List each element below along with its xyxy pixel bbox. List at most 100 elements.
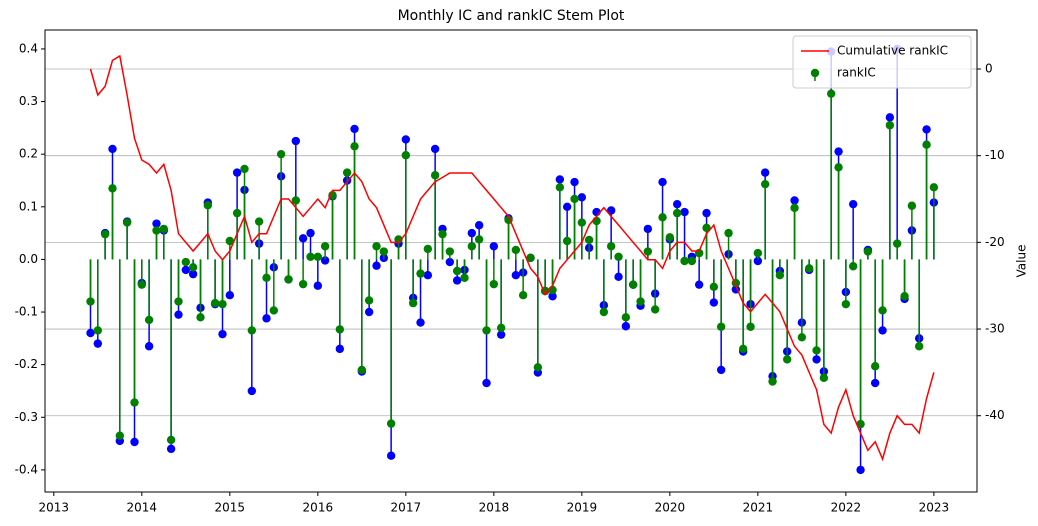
- stem-marker: [438, 229, 447, 239]
- y-tick-label: -0.3: [15, 410, 38, 424]
- stem-marker: [335, 344, 345, 354]
- stem-marker: [166, 444, 176, 454]
- stem-marker: [929, 183, 939, 192]
- y-tick-label: 0.1: [19, 199, 38, 213]
- stem-marker: [320, 242, 330, 251]
- stem-marker: [276, 149, 286, 159]
- stem-marker: [482, 326, 491, 335]
- stem-marker: [702, 223, 711, 233]
- stem-marker: [555, 183, 565, 192]
- stem-marker: [313, 281, 323, 290]
- x-tick-label: 2015: [215, 501, 246, 515]
- stem-marker: [584, 235, 594, 245]
- stem-marker: [306, 228, 315, 238]
- stem-marker: [658, 177, 667, 187]
- y-tick-label: -0.2: [15, 357, 38, 371]
- stem-marker: [467, 242, 477, 251]
- stem-marker: [423, 271, 433, 280]
- stem-marker: [460, 273, 469, 283]
- stem-marker: [496, 330, 506, 339]
- stem-marker: [782, 355, 792, 364]
- legend-label: rankIC: [837, 66, 876, 80]
- stem-marker: [709, 282, 719, 291]
- stem-marker: [738, 344, 748, 354]
- stem-marker: [599, 307, 609, 317]
- stem-marker: [416, 318, 425, 327]
- stem-marker: [914, 342, 924, 351]
- stem-marker: [885, 113, 895, 122]
- stem-marker: [452, 266, 462, 276]
- stem-marker: [262, 314, 271, 323]
- stem-marker: [320, 256, 330, 265]
- stem-marker: [533, 363, 543, 372]
- stem-marker: [709, 298, 719, 307]
- stem-marker: [372, 242, 381, 251]
- stem-marker: [467, 228, 477, 238]
- stem-marker: [188, 269, 198, 279]
- stem-marker: [834, 147, 843, 156]
- stem-marker: [108, 184, 117, 193]
- stem-marker: [269, 306, 279, 315]
- y2-tick-label: -20: [985, 235, 1005, 249]
- stem-marker: [335, 325, 345, 334]
- stem-marker: [86, 328, 95, 338]
- stem-marker: [284, 275, 293, 284]
- stem-marker: [922, 125, 931, 134]
- stem-marker: [364, 296, 374, 305]
- stem-marker: [298, 279, 308, 289]
- stem-marker: [636, 297, 645, 306]
- stem-marker: [760, 179, 770, 189]
- stem-marker: [416, 269, 425, 278]
- stem-marker: [819, 373, 829, 383]
- y-tick-label: 0.3: [19, 94, 38, 108]
- stem-marker: [291, 196, 301, 205]
- stem-marker: [672, 208, 682, 218]
- y-tick-label: -0.1: [15, 305, 38, 319]
- x-tick-label: 2020: [655, 501, 686, 515]
- stem-marker: [878, 306, 887, 315]
- plot-frame: [44, 29, 978, 493]
- legend-swatch: [810, 68, 820, 78]
- stem-marker: [474, 221, 484, 230]
- stem-marker: [130, 437, 139, 447]
- stem-marker: [812, 355, 821, 364]
- stem-marker: [350, 142, 359, 151]
- stem-marker: [577, 218, 587, 227]
- stem-marker: [658, 213, 667, 222]
- stem-marker: [240, 164, 249, 174]
- stem-marker: [841, 299, 851, 309]
- stem-marker: [291, 136, 301, 146]
- stem-marker: [423, 244, 433, 254]
- stem-marker: [790, 196, 799, 205]
- stem-marker: [614, 272, 623, 281]
- y-tick-label: -0.4: [15, 462, 38, 476]
- stem-marker: [306, 252, 315, 261]
- stem-marker: [892, 239, 902, 248]
- y2-tick-label: 0: [985, 62, 993, 76]
- stem-marker: [86, 297, 95, 306]
- stem-marker: [856, 465, 865, 475]
- stem-marker: [760, 168, 770, 177]
- stem-marker: [100, 229, 110, 239]
- stem-marker: [922, 140, 931, 149]
- stem-marker: [900, 292, 909, 301]
- stem-marker: [152, 219, 161, 228]
- stem-marker: [350, 124, 359, 134]
- y-tick-label: 0.4: [19, 41, 38, 55]
- stem-marker: [614, 252, 623, 261]
- stem-marker: [746, 322, 755, 331]
- stem-marker: [753, 256, 763, 266]
- stem-marker: [577, 193, 587, 202]
- stem-marker: [394, 235, 403, 244]
- stem-marker: [144, 315, 154, 325]
- x-tick-label: 2018: [479, 501, 510, 515]
- stem-marker: [482, 378, 491, 388]
- x-tick-label: 2017: [391, 501, 422, 515]
- stem-marker: [232, 168, 242, 177]
- stem-marker: [834, 163, 843, 172]
- stem-marker: [489, 242, 499, 251]
- stem-marker: [452, 276, 462, 285]
- stem-marker: [430, 144, 440, 154]
- y2-tick-label: -10: [985, 148, 1005, 162]
- x-tick-label: 2014: [127, 501, 158, 515]
